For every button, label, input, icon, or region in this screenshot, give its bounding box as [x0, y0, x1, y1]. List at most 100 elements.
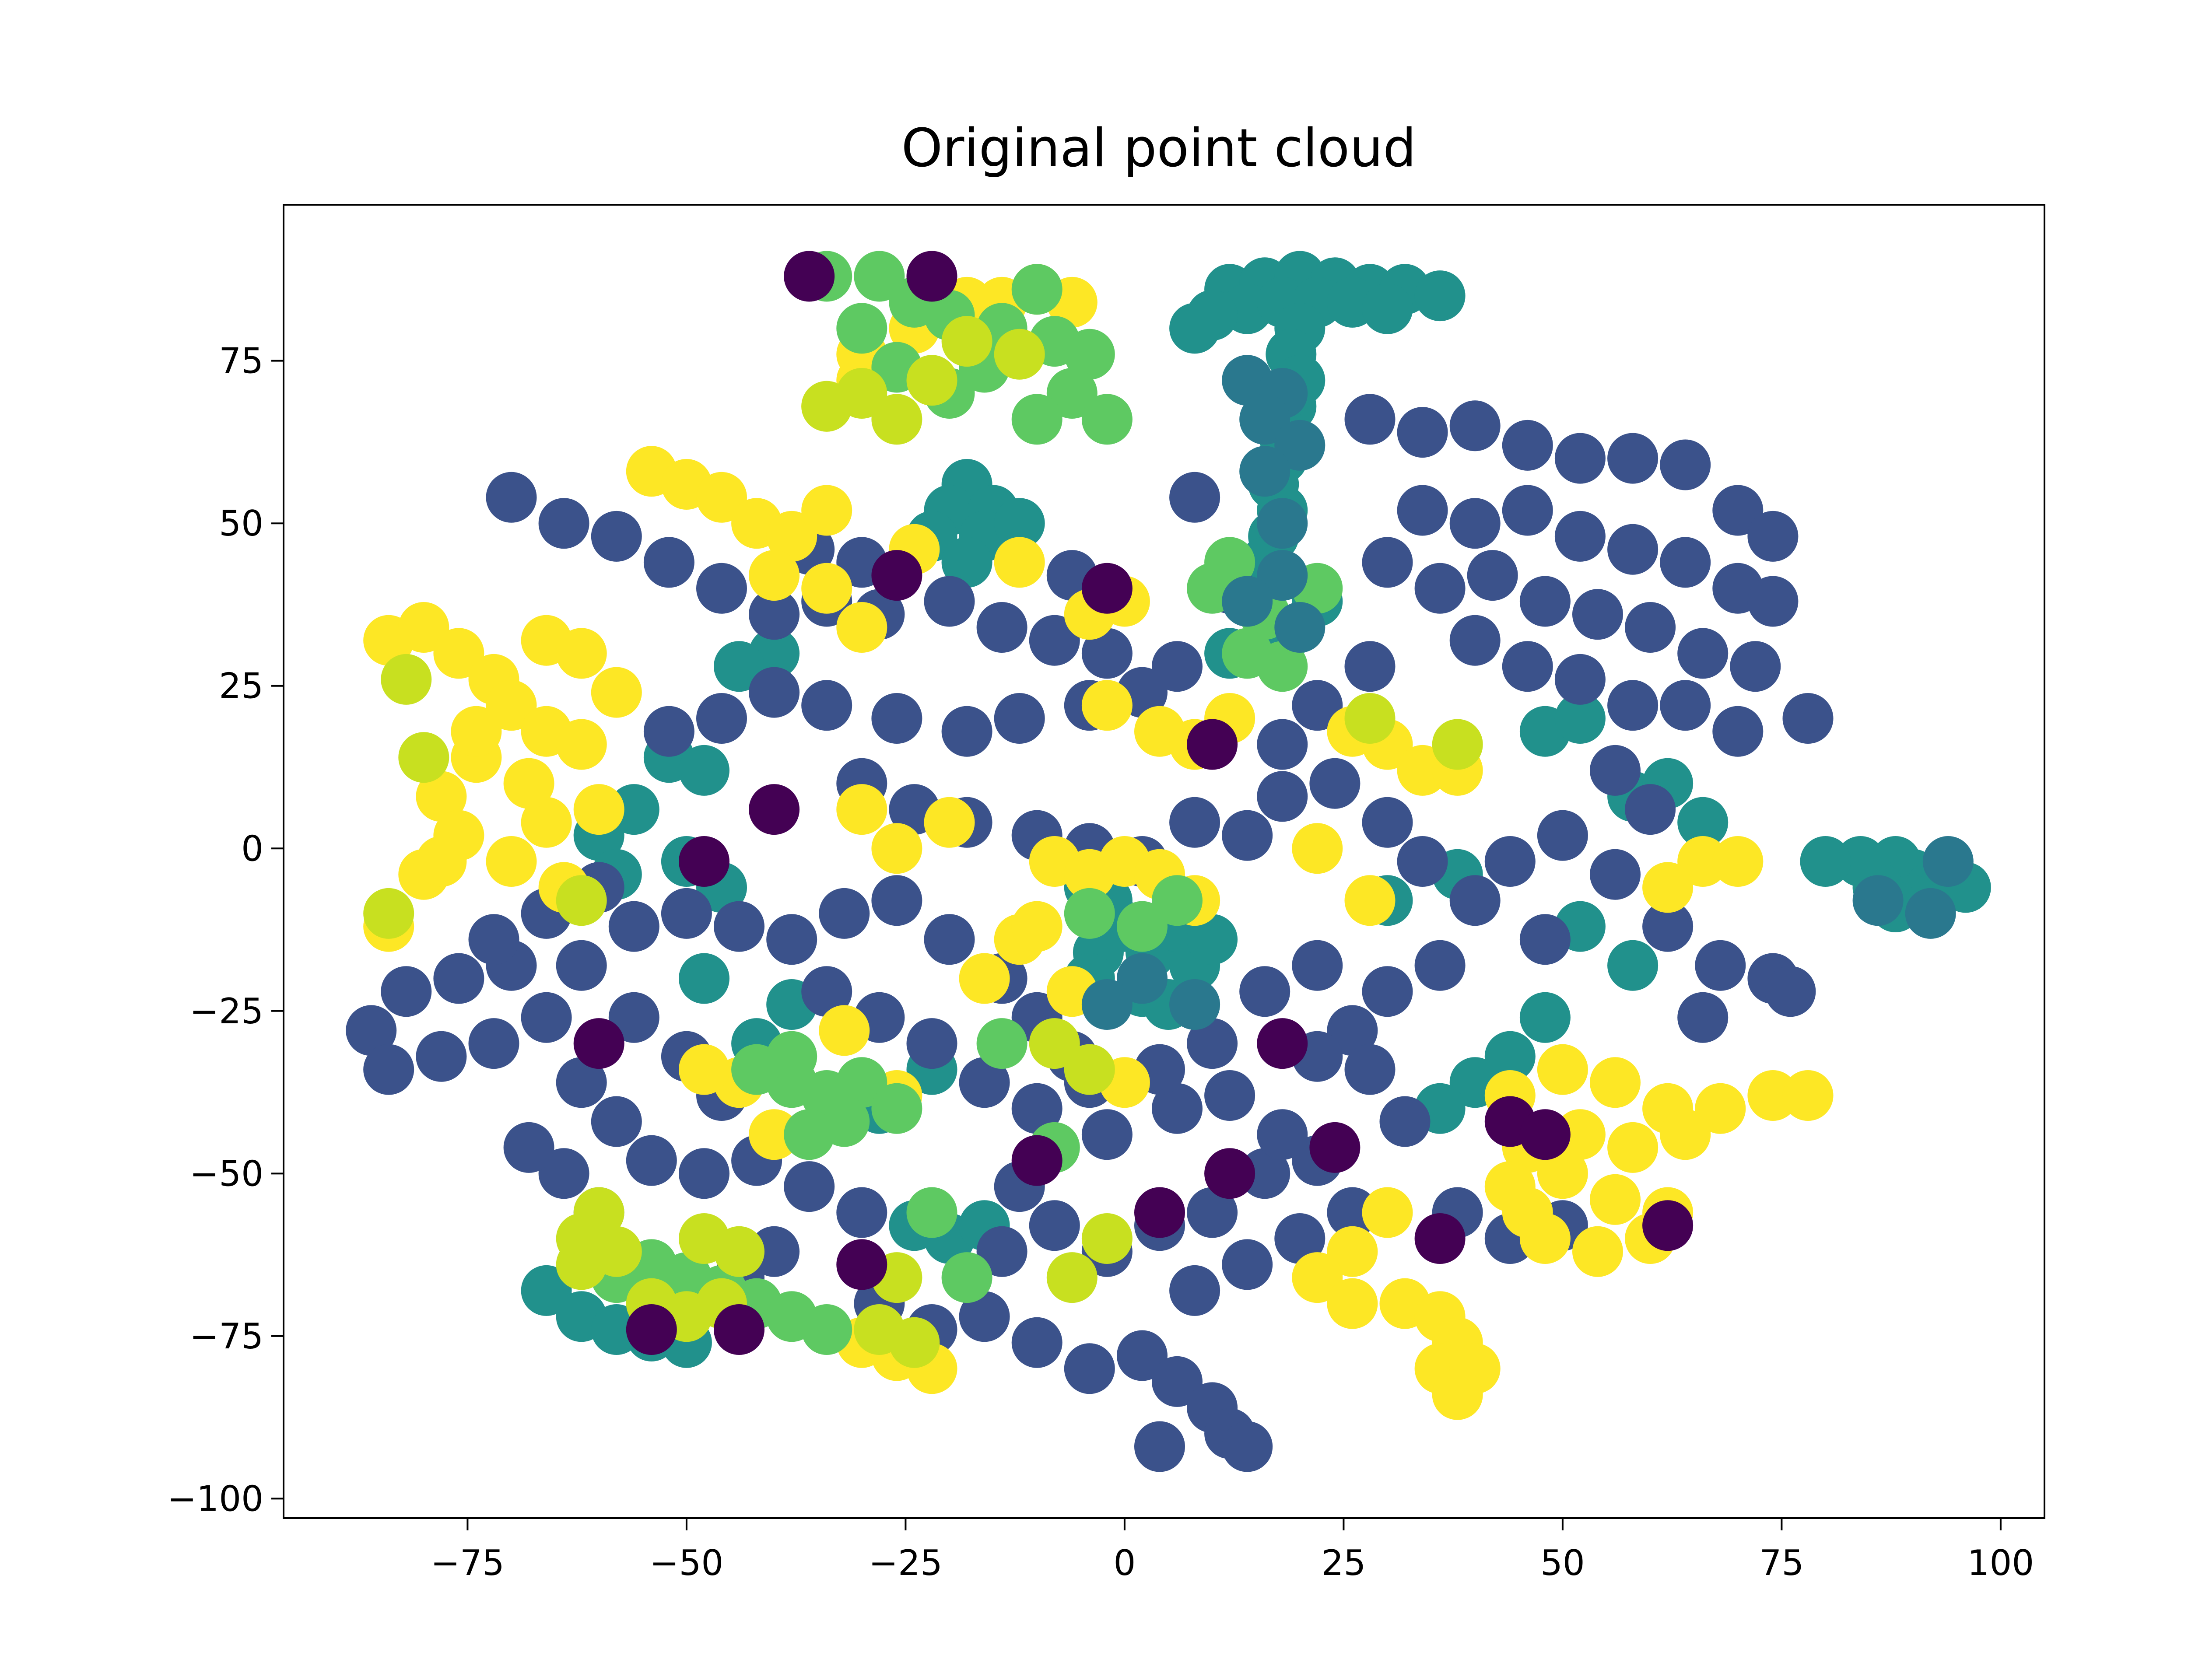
x-tick-label: −75 — [431, 1543, 505, 1583]
scatter-point — [1257, 1018, 1308, 1069]
scatter-point — [381, 966, 432, 1017]
scatter-point — [766, 1031, 817, 1082]
scatter-point — [1362, 283, 1413, 334]
scatter-point — [679, 1148, 729, 1199]
scatter-point — [1257, 641, 1308, 692]
y-tick-label: 25 — [219, 666, 263, 707]
scatter-point — [1222, 576, 1273, 627]
scatter-point — [486, 680, 537, 731]
scatter-point — [836, 602, 887, 653]
scatter-point — [749, 1226, 800, 1277]
scatter-point — [1449, 498, 1501, 549]
scatter-point — [1134, 1187, 1185, 1238]
scatter-point — [1292, 680, 1343, 731]
scatter-point — [1081, 979, 1133, 1030]
scatter-point — [1081, 628, 1133, 679]
scatter-point — [976, 1226, 1027, 1277]
scatter-point — [1800, 836, 1851, 887]
scatter-point — [1660, 680, 1711, 731]
scatter-point — [626, 1135, 677, 1186]
scatter-point — [696, 693, 747, 744]
scatter-point — [416, 1031, 467, 1082]
scatter-point — [1554, 1109, 1606, 1160]
scatter-point — [1029, 615, 1080, 666]
scatter-point — [1257, 719, 1308, 770]
scatter-point — [1134, 1421, 1185, 1472]
scatter-point — [1064, 888, 1115, 939]
scatter-point — [1590, 1057, 1641, 1108]
scatter-point — [1344, 641, 1396, 692]
scatter-point — [1554, 433, 1606, 484]
scatter-point — [1607, 524, 1659, 575]
scatter-point — [1169, 1265, 1220, 1316]
scatter-point — [1362, 1187, 1413, 1238]
scatter-point — [959, 1291, 1010, 1342]
scatter-point — [521, 1265, 572, 1316]
scatter-point — [1414, 563, 1466, 614]
scatter-point — [1730, 641, 1781, 692]
scatter-point — [1397, 836, 1448, 887]
scatter-point — [1344, 1044, 1396, 1095]
scatter-point — [1239, 966, 1290, 1017]
scatter-point — [1519, 1109, 1571, 1160]
scatter-point — [801, 966, 852, 1017]
chart-title: Original point cloud — [901, 118, 1417, 179]
scatter-point — [1064, 1343, 1115, 1394]
scatter-point — [573, 1018, 624, 1069]
scatter-point — [1187, 914, 1238, 965]
scatter-point — [1905, 888, 1956, 939]
scatter-point — [836, 1057, 887, 1108]
scatter-point — [1449, 400, 1501, 452]
scatter-point — [906, 1018, 957, 1069]
y-tick-label: −50 — [189, 1153, 263, 1194]
scatter-point — [871, 394, 922, 445]
scatter-point — [538, 1148, 589, 1199]
scatter-point — [556, 940, 607, 991]
scatter-point — [486, 472, 537, 523]
scatter-point — [889, 1317, 940, 1368]
scatter-point — [1029, 1018, 1080, 1069]
scatter-point — [1607, 680, 1659, 731]
scatter-point — [538, 498, 589, 549]
scatter-point — [1327, 1278, 1378, 1329]
scatter-point — [1747, 1070, 1799, 1121]
scatter-point — [1414, 270, 1466, 322]
scatter-point — [784, 1161, 835, 1212]
scatter-point — [468, 1018, 519, 1069]
scatter-point — [1677, 992, 1729, 1043]
scatter-point — [1537, 1148, 1588, 1199]
scatter-point — [398, 602, 449, 653]
scatter-point — [1765, 966, 1816, 1017]
scatter-point — [836, 1187, 887, 1238]
scatter-point — [906, 1187, 957, 1238]
scatter-point — [1204, 1148, 1255, 1199]
scatter-point — [1274, 602, 1325, 653]
scatter-point — [486, 836, 537, 887]
scatter-point — [1152, 1083, 1203, 1134]
y-tick-label: −25 — [189, 991, 263, 1032]
scatter-point — [1152, 641, 1203, 692]
scatter-point — [1222, 1239, 1273, 1290]
scatter-point — [1327, 1226, 1378, 1277]
scatter-point — [1397, 745, 1448, 796]
scatter-point — [1484, 1031, 1536, 1082]
scatter-point — [941, 1252, 992, 1303]
scatter-point — [976, 602, 1027, 653]
scatter-point — [1782, 1070, 1834, 1121]
scatter-point — [1011, 1083, 1062, 1134]
scatter-point — [1695, 1083, 1746, 1134]
scatter-point — [556, 875, 607, 926]
scatter-point — [679, 953, 729, 1004]
scatter-point — [1642, 901, 1694, 952]
scatter-point — [1274, 420, 1325, 471]
scatter-point — [941, 537, 992, 588]
y-tick-label: −100 — [167, 1478, 263, 1519]
scatter-point — [1081, 563, 1133, 614]
scatter-point — [1309, 1122, 1360, 1173]
scatter-point — [1046, 1252, 1098, 1303]
scatter-point — [1204, 1070, 1255, 1121]
scatter-point — [433, 953, 484, 1004]
scatter-point — [1257, 498, 1308, 549]
scatter-point — [1257, 771, 1308, 822]
scatter-point — [1712, 485, 1764, 536]
